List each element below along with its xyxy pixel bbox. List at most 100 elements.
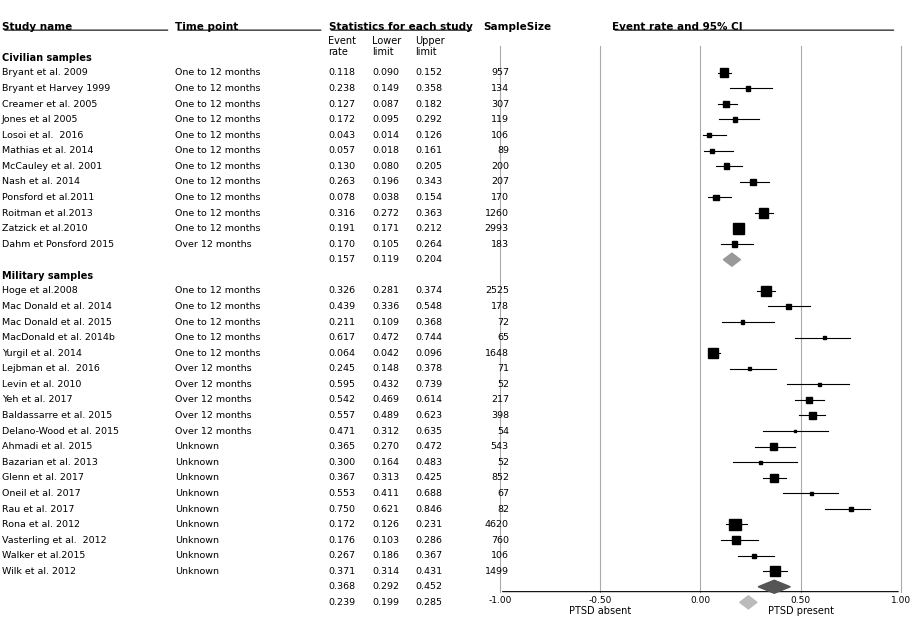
Text: 0.368: 0.368 xyxy=(415,317,442,327)
Text: Delano-Wood et al. 2015: Delano-Wood et al. 2015 xyxy=(2,427,118,436)
Text: Creamer et al. 2005: Creamer et al. 2005 xyxy=(2,99,97,108)
Text: Mac Donald et al. 2014: Mac Donald et al. 2014 xyxy=(2,302,111,311)
Text: Yurgil et al. 2014: Yurgil et al. 2014 xyxy=(2,349,82,358)
Text: 0.617: 0.617 xyxy=(328,333,355,342)
Text: 0.472: 0.472 xyxy=(415,442,442,451)
Text: 1260: 1260 xyxy=(485,208,508,217)
Text: 0.286: 0.286 xyxy=(415,536,442,545)
Text: 0.378: 0.378 xyxy=(415,364,442,373)
Text: 65: 65 xyxy=(496,333,508,342)
Bar xyxy=(750,179,755,185)
Bar xyxy=(747,367,751,370)
Bar xyxy=(731,242,736,247)
Text: 0.292: 0.292 xyxy=(415,115,442,124)
Text: 0.336: 0.336 xyxy=(372,302,399,311)
Text: 0.472: 0.472 xyxy=(372,333,399,342)
Text: Mac Donald et al. 2015: Mac Donald et al. 2015 xyxy=(2,317,111,327)
Text: 0.127: 0.127 xyxy=(328,99,355,108)
Text: 0.164: 0.164 xyxy=(372,458,399,467)
Text: Zatzick et al.2010: Zatzick et al.2010 xyxy=(2,224,87,233)
Text: 106: 106 xyxy=(490,131,508,140)
Bar xyxy=(712,195,718,200)
Bar xyxy=(732,117,736,122)
Text: 0.080: 0.080 xyxy=(372,162,399,171)
Text: Rona et al. 2012: Rona et al. 2012 xyxy=(2,520,80,529)
Bar xyxy=(805,397,811,403)
Text: 0.090: 0.090 xyxy=(372,69,399,78)
Text: Jones et al 2005: Jones et al 2005 xyxy=(2,115,78,124)
Text: One to 12 months: One to 12 months xyxy=(175,224,261,233)
Text: Upper
limit: Upper limit xyxy=(415,36,444,57)
Text: 0.50: 0.50 xyxy=(790,596,810,605)
Text: 0.119: 0.119 xyxy=(372,255,399,264)
Text: 0.157: 0.157 xyxy=(328,255,355,264)
Text: 0.064: 0.064 xyxy=(328,349,355,358)
Text: 0.205: 0.205 xyxy=(415,162,442,171)
Text: Lower
limit: Lower limit xyxy=(372,36,401,57)
Text: 52: 52 xyxy=(496,380,508,389)
Text: Vasterling et al.  2012: Vasterling et al. 2012 xyxy=(2,536,107,545)
Text: 0.245: 0.245 xyxy=(328,364,355,373)
Text: 0.130: 0.130 xyxy=(328,162,355,171)
Text: Over 12 months: Over 12 months xyxy=(175,240,251,249)
Text: 54: 54 xyxy=(496,427,508,436)
Text: 1499: 1499 xyxy=(485,567,508,576)
Text: 0.161: 0.161 xyxy=(415,146,442,155)
Bar xyxy=(793,429,795,433)
Text: 0.371: 0.371 xyxy=(328,567,355,576)
Text: 200: 200 xyxy=(490,162,508,171)
Text: 0.367: 0.367 xyxy=(328,473,355,483)
Text: 0.231: 0.231 xyxy=(415,520,442,529)
Text: Unknown: Unknown xyxy=(175,504,219,513)
Text: 4620: 4620 xyxy=(485,520,508,529)
Bar xyxy=(808,412,814,419)
Text: Losoi et al.  2016: Losoi et al. 2016 xyxy=(2,131,83,140)
Text: 0.343: 0.343 xyxy=(415,178,442,187)
Text: 0.272: 0.272 xyxy=(372,208,399,217)
Text: 67: 67 xyxy=(496,489,508,498)
Text: One to 12 months: One to 12 months xyxy=(175,208,261,217)
Text: 0.471: 0.471 xyxy=(328,427,355,436)
Text: PTSD absent: PTSD absent xyxy=(568,606,630,616)
Text: 0.267: 0.267 xyxy=(328,551,355,560)
Text: 0.171: 0.171 xyxy=(372,224,399,233)
Text: One to 12 months: One to 12 months xyxy=(175,69,261,78)
Text: 52: 52 xyxy=(496,458,508,467)
Text: Unknown: Unknown xyxy=(175,567,219,576)
Text: 0.452: 0.452 xyxy=(415,583,442,592)
Bar xyxy=(722,101,728,107)
Text: 0.038: 0.038 xyxy=(372,193,399,202)
Bar xyxy=(708,348,717,358)
Text: One to 12 months: One to 12 months xyxy=(175,349,261,358)
Text: 71: 71 xyxy=(496,364,508,373)
Text: 0.367: 0.367 xyxy=(415,551,442,560)
Text: Over 12 months: Over 12 months xyxy=(175,395,251,404)
Text: Nash et al. 2014: Nash et al. 2014 xyxy=(2,178,80,187)
Text: One to 12 months: One to 12 months xyxy=(175,193,261,202)
Text: 0.557: 0.557 xyxy=(328,411,355,420)
Text: Unknown: Unknown xyxy=(175,489,219,498)
Text: Event rate and 95% CI: Event rate and 95% CI xyxy=(611,22,742,33)
Text: 0.595: 0.595 xyxy=(328,380,355,389)
Bar xyxy=(732,223,743,234)
Text: 0.196: 0.196 xyxy=(372,178,399,187)
Bar xyxy=(817,383,820,386)
Text: 543: 543 xyxy=(490,442,508,451)
Text: 0.176: 0.176 xyxy=(328,536,355,545)
Text: One to 12 months: One to 12 months xyxy=(175,146,261,155)
Text: 0.212: 0.212 xyxy=(415,224,442,233)
Text: Unknown: Unknown xyxy=(175,473,219,483)
Text: Event
rate: Event rate xyxy=(328,36,356,57)
Bar xyxy=(709,149,713,153)
Text: Time point: Time point xyxy=(175,22,238,33)
Text: 760: 760 xyxy=(490,536,508,545)
Text: 0.326: 0.326 xyxy=(328,287,355,296)
Text: One to 12 months: One to 12 months xyxy=(175,84,261,93)
Text: Walker et al.2015: Walker et al.2015 xyxy=(2,551,85,560)
Text: 0.172: 0.172 xyxy=(328,520,355,529)
Text: 0.238: 0.238 xyxy=(328,84,355,93)
Polygon shape xyxy=(722,253,740,266)
Text: 0.846: 0.846 xyxy=(415,504,442,513)
Text: 0.623: 0.623 xyxy=(415,411,442,420)
Text: One to 12 months: One to 12 months xyxy=(175,115,261,124)
